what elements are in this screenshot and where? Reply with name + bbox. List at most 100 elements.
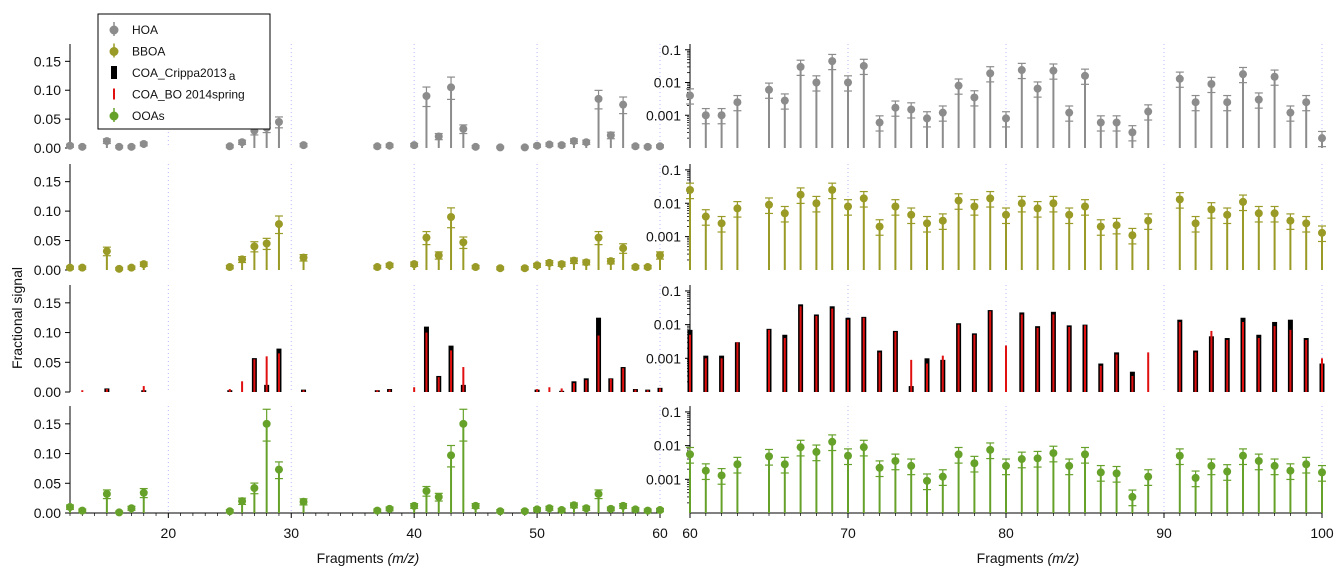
data-point: [631, 263, 640, 272]
coa-bo-bar: [376, 390, 379, 392]
data-point: [844, 451, 852, 460]
data-point: [938, 216, 947, 225]
data-point: [970, 202, 979, 211]
coa-bo-bar: [425, 332, 428, 392]
y-tick-label: 0.001: [646, 229, 681, 245]
data-point: [139, 260, 148, 269]
coa-bo-bar: [388, 389, 391, 392]
data-point: [1065, 210, 1074, 219]
data-point: [1017, 455, 1026, 464]
data-point: [594, 94, 603, 103]
data-point: [891, 456, 900, 465]
coa-bo-bar: [878, 352, 881, 392]
y-tick-label: 0.05: [34, 111, 61, 127]
coa-bo-bar: [462, 367, 465, 392]
x-tick-label: 100: [1310, 525, 1334, 541]
data-point: [1033, 204, 1042, 213]
data-point: [1002, 114, 1010, 123]
coa-bo-bar: [1036, 327, 1039, 392]
data-point: [643, 506, 652, 515]
coa-bo-bar: [957, 324, 960, 392]
coa-bo-bar: [989, 311, 992, 392]
legend-label: OOAs: [132, 109, 165, 123]
data-point: [1223, 210, 1232, 219]
data-point: [656, 251, 664, 260]
coa-bo-bar: [597, 335, 600, 392]
data-point: [78, 506, 87, 515]
data-point: [656, 506, 664, 515]
data-point: [238, 138, 247, 147]
data-point: [1191, 219, 1200, 228]
data-point: [225, 142, 234, 151]
coa-bo-bar: [720, 358, 723, 392]
y-tick-label: 0.00: [34, 505, 61, 521]
data-point: [780, 209, 789, 218]
series-coa-bo-2014spring: [689, 306, 1323, 392]
data-point: [1128, 128, 1137, 137]
data-point: [250, 242, 259, 251]
data-point: [923, 114, 931, 123]
data-point: [1081, 71, 1089, 80]
series-coa-bo-2014spring: [81, 332, 661, 392]
data-point: [410, 260, 419, 269]
data-point: [606, 504, 615, 513]
data-point: [1302, 219, 1311, 228]
data-point: [1081, 202, 1089, 211]
data-point: [1286, 466, 1295, 475]
data-point: [796, 190, 805, 199]
data-point: [1207, 461, 1216, 470]
data-point: [631, 142, 640, 151]
data-point: [78, 142, 87, 151]
legend-label: COA_BO 2014spring: [132, 88, 245, 102]
data-point: [66, 141, 74, 150]
y-tick-label: 0.10: [34, 446, 61, 462]
data-point: [385, 261, 394, 270]
data-point: [545, 258, 554, 267]
data-point: [606, 131, 615, 140]
y-tick-label: 0.10: [34, 82, 61, 98]
data-point: [447, 451, 456, 460]
data-point: [569, 137, 578, 146]
x-axis-label-left: Fragments (m/z): [317, 550, 420, 566]
data-point: [545, 140, 554, 149]
data-point: [78, 263, 87, 272]
x-tick-label: 20: [161, 525, 177, 541]
x-axis-label-prefix: Fragments: [317, 550, 384, 566]
panel-left-row-3: 0.00 0.05 0.10 0.15: [34, 285, 663, 400]
series-coa-crippa2013: [104, 317, 663, 392]
data-point: [656, 142, 664, 151]
data-point: [733, 460, 742, 469]
coa-bo-bar: [1052, 314, 1055, 392]
data-point: [496, 507, 505, 516]
y-tick-label: 0.1: [662, 42, 682, 58]
data-point: [1302, 98, 1311, 107]
data-point: [1254, 209, 1263, 218]
data-point: [1017, 199, 1026, 208]
data-point: [701, 466, 710, 475]
legend-marker-line: [113, 88, 115, 100]
series-hoa: [66, 76, 664, 152]
data-point: [1175, 195, 1184, 204]
data-point: [1096, 468, 1105, 477]
data-point: [1112, 221, 1121, 230]
data-point: [557, 260, 566, 269]
y-tick-label: 0.15: [34, 174, 61, 190]
data-point: [274, 465, 283, 474]
data-point: [1096, 222, 1105, 231]
data-point: [225, 507, 234, 516]
coa-bo-bar: [646, 390, 649, 392]
data-point: [907, 461, 916, 470]
data-point: [66, 503, 74, 512]
legend-label: BBOA: [132, 45, 165, 59]
legend-marker-circle: [109, 25, 119, 35]
panel-left-row-1: 0.00 0.05 0.10 0.15: [34, 44, 664, 156]
data-point: [1128, 231, 1137, 240]
coa-bo-bar: [1273, 326, 1276, 392]
legend-label: COA_Crippa2013 a: [132, 66, 236, 83]
coa-bo-bar: [736, 342, 739, 392]
data-point: [1318, 468, 1326, 477]
data-point: [1175, 451, 1184, 460]
data-point: [859, 194, 868, 203]
legend-marker-circle: [109, 47, 119, 56]
y-tick-label: 0.15: [34, 53, 61, 69]
